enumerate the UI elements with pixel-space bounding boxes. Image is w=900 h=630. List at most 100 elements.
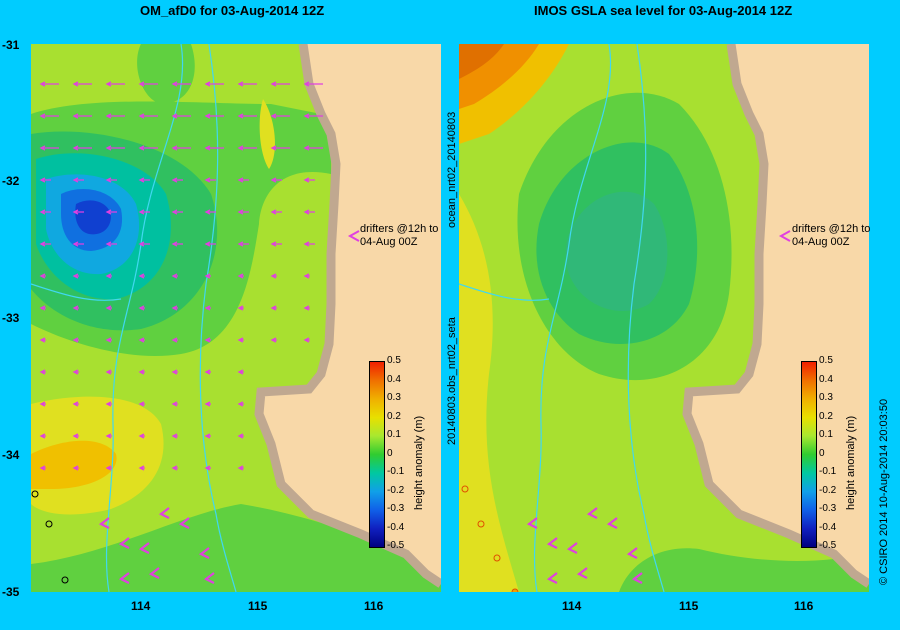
current-vector-arrow	[270, 305, 277, 311]
current-vector-arrow	[171, 177, 183, 183]
current-vector-arrow	[138, 401, 145, 407]
left-drifter-3	[61, 576, 69, 584]
current-vector-arrow	[204, 273, 211, 279]
right-vertical-label: 20140803.obs_nrt02_seta	[446, 317, 458, 445]
right-colorbar-title: height anomaly (m)	[845, 415, 857, 510]
left-colorbar-title: height anomaly (m)	[413, 415, 425, 510]
current-vector-arrow	[237, 465, 244, 471]
current-vector-arrow	[204, 81, 224, 87]
drifter-arrow	[203, 572, 215, 584]
current-vector-arrow	[138, 177, 150, 183]
current-vector-arrow	[171, 273, 178, 279]
drifter-arrow	[546, 537, 558, 549]
current-vector-arrow	[171, 465, 178, 471]
current-vector-arrow	[138, 369, 145, 375]
colorbar-tick-label: 0	[819, 447, 825, 459]
current-vector-arrow	[105, 113, 125, 119]
current-vector-arrow	[303, 273, 310, 279]
current-vector-arrow	[237, 113, 257, 119]
left-yellow-2	[259, 99, 275, 169]
current-vector-arrow	[171, 369, 178, 375]
current-vector-arrow	[204, 177, 216, 183]
y-tick-1: -32	[2, 174, 20, 188]
current-vector-arrow	[138, 337, 145, 343]
current-vector-arrow	[138, 241, 150, 247]
drifter-arrow	[178, 517, 190, 529]
current-vector-arrow	[39, 113, 59, 119]
current-vector-arrow	[72, 305, 79, 311]
right-drifter-3	[493, 554, 501, 562]
current-vector-arrow	[72, 465, 79, 471]
current-vector-arrow	[270, 145, 290, 151]
right-map-svg	[459, 44, 869, 592]
current-vector-arrow	[237, 177, 249, 183]
colorbar-tick-label: -0.1	[387, 466, 405, 477]
current-vector-arrow	[270, 209, 282, 215]
current-vector-arrow	[39, 273, 46, 279]
current-vector-arrow	[39, 433, 46, 439]
right-map[interactable]	[459, 44, 869, 592]
current-vector-arrow	[138, 113, 158, 119]
current-vector-arrow	[303, 177, 315, 183]
right-vertical-label-2: ocean_nrt02_20140803	[446, 111, 458, 228]
current-vector-arrow	[39, 241, 51, 247]
current-vector-arrow	[171, 113, 191, 119]
current-vector-arrow	[105, 145, 125, 151]
current-vector-arrow	[171, 337, 178, 343]
left-panel-title: OM_afD0 for 03-Aug-2014 12Z	[140, 3, 325, 18]
current-vectors	[39, 81, 323, 584]
drifter-arrow	[138, 542, 150, 554]
drifter-arrow	[118, 537, 130, 549]
current-vector-arrow	[204, 401, 211, 407]
current-vector-arrow	[237, 401, 244, 407]
left-river-2	[199, 44, 237, 592]
current-vector-arrow	[105, 401, 112, 407]
colorbar-tick-label: 0.1	[387, 429, 401, 440]
current-vector-arrow	[105, 337, 112, 343]
current-vector-arrow	[303, 113, 323, 119]
colorbar-tick-label: 0	[387, 447, 393, 459]
colorbar-tick-label: -0.4	[387, 521, 405, 533]
current-vector-arrow	[237, 433, 244, 439]
right-panel-title: IMOS GSLA sea level for 03-Aug-2014 12Z	[534, 3, 793, 18]
colorbar-tick-label: -0.2	[387, 484, 405, 496]
current-vector-arrow	[72, 241, 84, 247]
current-vector-arrow	[72, 209, 84, 215]
current-vector-arrow	[237, 337, 244, 343]
current-vector-arrow	[204, 305, 211, 311]
drifter-arrow	[626, 547, 638, 559]
colorbar-tick-label: 0.2	[819, 410, 833, 422]
current-vector-arrow	[138, 145, 158, 151]
drifter-arrow	[566, 542, 578, 554]
colorbar-tick-label: -0.5	[819, 540, 837, 551]
current-vector-arrow	[237, 145, 257, 151]
current-vector-arrow	[171, 305, 178, 311]
current-vector-arrow	[138, 209, 150, 215]
x-tick-right-2: 116	[794, 599, 814, 613]
drifter-arrow	[631, 572, 643, 584]
right-coastline	[682, 44, 869, 588]
right-orange-top3	[459, 44, 504, 79]
current-vector-arrow	[138, 305, 145, 311]
current-vector-arrow	[105, 81, 125, 87]
drifter-arrow	[576, 567, 588, 579]
right-drifter-1	[461, 485, 469, 493]
colorbar-tick-label: -0.1	[819, 466, 837, 477]
drifter-arrow	[546, 572, 558, 584]
current-vector-arrow	[303, 81, 323, 87]
current-vector-arrow	[138, 433, 145, 439]
current-vector-arrow	[303, 305, 310, 311]
current-vector-arrow	[204, 209, 216, 215]
left-map[interactable]	[31, 44, 441, 592]
current-vector-arrow	[39, 145, 59, 151]
x-tick-left-0: 114	[131, 599, 151, 613]
current-vector-arrow	[303, 145, 323, 151]
right-river-3	[459, 283, 550, 301]
colorbar-tick-label: 0.3	[819, 392, 833, 403]
colorbar-tick-label: -0.3	[819, 503, 837, 514]
current-vector-arrow	[105, 369, 112, 375]
right-drifter-2	[477, 520, 485, 528]
current-vector-arrow	[270, 113, 290, 119]
current-vector-arrow	[105, 241, 117, 247]
current-vector-arrow	[72, 433, 79, 439]
